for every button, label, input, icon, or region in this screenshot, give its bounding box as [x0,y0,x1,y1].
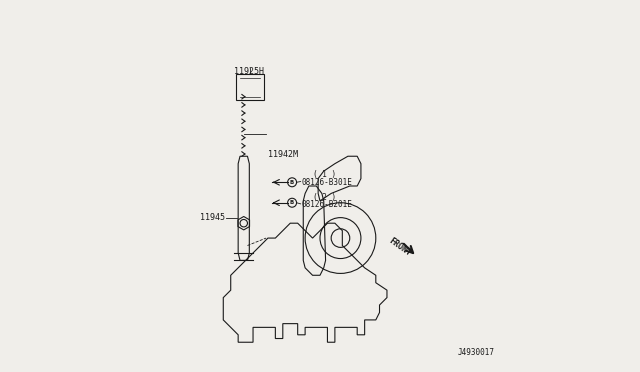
Text: 11942M: 11942M [268,150,298,159]
Text: 11925H: 11925H [234,67,264,76]
Text: B: B [290,200,294,205]
Text: FRONT: FRONT [387,236,413,258]
Text: ( 2 ): ( 2 ) [312,193,336,202]
Text: 08126-B301E: 08126-B301E [301,178,352,187]
Text: 11945: 11945 [200,213,225,222]
Text: B: B [290,180,294,185]
Text: ( 1 ): ( 1 ) [312,170,336,179]
Text: 08126-B201E: 08126-B201E [301,200,352,209]
Text: J4930017: J4930017 [458,348,495,357]
